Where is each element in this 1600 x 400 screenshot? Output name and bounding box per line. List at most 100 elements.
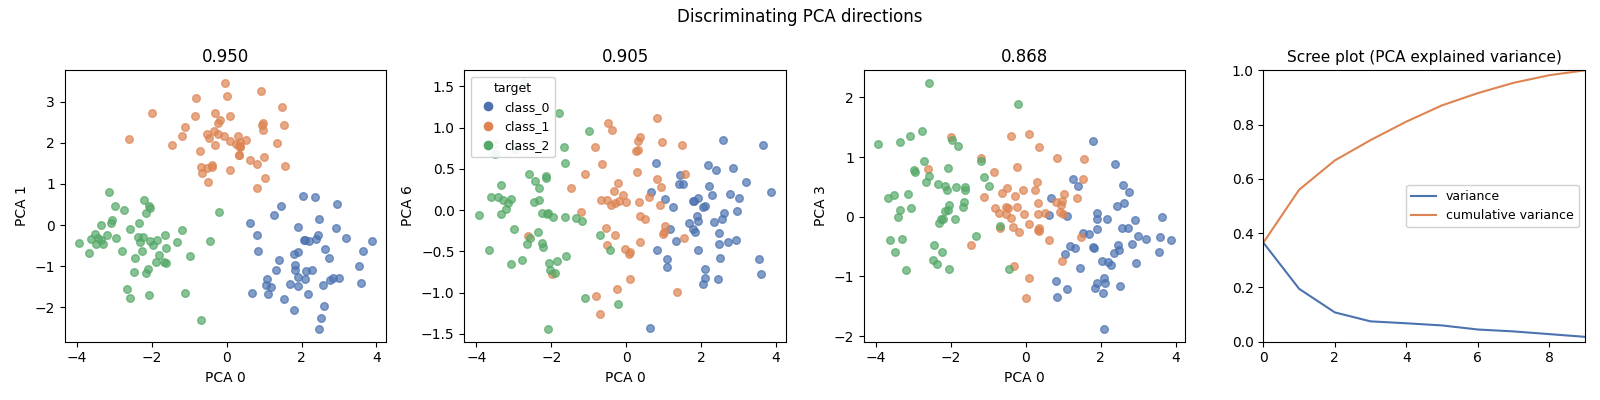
class_1 [622, 148, 648, 154]
class_1 [200, 164, 226, 170]
class_0 [1080, 244, 1106, 250]
class_1 [626, 146, 651, 153]
class_0 [1085, 210, 1110, 216]
class_0 [293, 236, 318, 243]
class_1 [594, 197, 619, 204]
class_2 [67, 240, 93, 247]
class_1 [158, 141, 184, 148]
class_2 [968, 158, 994, 164]
class_0 [723, 208, 749, 214]
class_2 [134, 266, 160, 273]
class_0 [245, 248, 270, 254]
class_2 [587, 232, 613, 238]
class_1 [982, 205, 1008, 211]
class_0 [254, 275, 280, 282]
class_1 [234, 136, 259, 143]
class_0 [347, 262, 373, 269]
class_0 [1104, 203, 1130, 209]
class_1 [250, 120, 275, 126]
class_2 [971, 174, 997, 180]
class_0 [1043, 278, 1069, 284]
class_0 [1085, 215, 1110, 222]
class_2 [142, 258, 168, 265]
class_2 [112, 207, 138, 213]
class_2 [152, 258, 178, 265]
class_0 [677, 220, 702, 226]
class_1 [202, 128, 227, 134]
cumulative variance [1325, 158, 1344, 163]
class_2 [926, 181, 952, 187]
class_2 [78, 236, 104, 242]
class_2 [165, 239, 190, 245]
class_1 [269, 104, 294, 110]
class_0 [1110, 182, 1136, 188]
class_1 [1051, 210, 1077, 217]
class_0 [285, 274, 310, 280]
class_2 [552, 214, 578, 220]
class_1 [1043, 154, 1069, 161]
class_0 [264, 266, 290, 273]
cumulative variance [1469, 91, 1488, 96]
class_1 [989, 189, 1014, 196]
class_1 [611, 192, 637, 198]
class_2 [885, 214, 910, 220]
class_2 [482, 141, 507, 147]
class_0 [325, 201, 350, 207]
variance [1432, 323, 1451, 328]
class_2 [934, 186, 960, 193]
class_2 [502, 226, 528, 232]
class_0 [267, 203, 293, 210]
class_1 [1026, 227, 1051, 234]
class_0 [680, 198, 706, 204]
class_0 [720, 165, 746, 171]
class_2 [141, 242, 166, 248]
class_2 [133, 270, 158, 276]
class_1 [245, 161, 270, 168]
class_2 [541, 214, 566, 220]
class_1 [115, 136, 141, 142]
class_2 [130, 234, 155, 240]
class_0 [253, 281, 278, 288]
class_1 [1050, 198, 1075, 204]
class_2 [114, 286, 139, 292]
class_0 [685, 247, 710, 253]
class_0 [349, 280, 374, 286]
class_0 [1051, 251, 1077, 257]
class_0 [693, 266, 718, 272]
class_1 [627, 213, 653, 219]
class_0 [637, 325, 662, 332]
class_0 [291, 237, 317, 244]
class_1 [213, 80, 238, 86]
class_1 [626, 138, 651, 144]
class_2 [902, 168, 928, 175]
class_0 [696, 183, 722, 190]
class_0 [1061, 176, 1086, 182]
class_1 [139, 109, 165, 116]
class_1 [1048, 209, 1074, 216]
class_2 [526, 197, 552, 203]
X-axis label: PCA 0: PCA 0 [1005, 371, 1045, 385]
class_1 [245, 185, 270, 192]
class_0 [694, 162, 720, 169]
class_1 [237, 157, 262, 163]
class_2 [606, 301, 632, 307]
class_1 [1069, 234, 1094, 240]
class_1 [227, 138, 253, 145]
class_1 [214, 93, 240, 99]
variance [1504, 329, 1523, 334]
class_0 [243, 232, 269, 238]
class_1 [1016, 131, 1042, 138]
class_0 [1090, 258, 1115, 264]
class_2 [154, 245, 179, 252]
class_1 [648, 184, 674, 190]
class_0 [690, 280, 715, 287]
class_2 [550, 144, 576, 150]
class_2 [928, 216, 954, 222]
class_2 [510, 80, 536, 86]
variance [1539, 332, 1558, 336]
class_0 [706, 230, 731, 237]
class_1 [605, 286, 630, 292]
Title: 0.868: 0.868 [1002, 48, 1048, 66]
class_2 [152, 232, 178, 238]
class_2 [117, 226, 142, 232]
